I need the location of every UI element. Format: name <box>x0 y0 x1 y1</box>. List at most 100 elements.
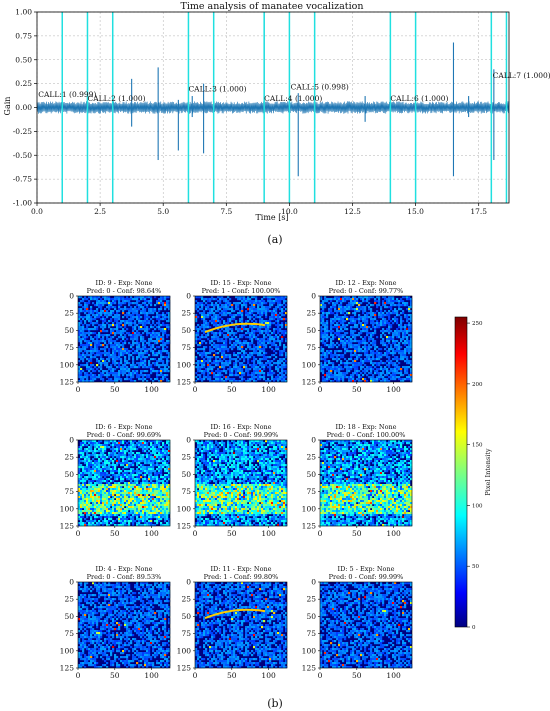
spectrogram-cell <box>90 310 93 313</box>
spectrogram-cell <box>364 346 367 349</box>
spectrogram-cell <box>336 330 339 333</box>
spectrogram-cell <box>332 312 335 315</box>
spectrogram-cell <box>146 446 149 449</box>
spectrogram-cell <box>150 452 153 455</box>
spectrogram-cell <box>92 352 95 355</box>
spectrogram-cell <box>78 466 81 469</box>
spectrogram-cell <box>378 354 381 357</box>
spectrogram-cell <box>144 362 147 365</box>
spectrogram-cell <box>162 304 165 307</box>
spectrogram-cell <box>148 450 151 453</box>
spectrogram-cell <box>130 482 133 485</box>
spectrogram-cell <box>82 328 85 331</box>
spectrogram-cell <box>259 322 262 325</box>
spectrogram-cell <box>102 490 105 493</box>
spectrogram-cell <box>104 444 107 447</box>
spectrogram-cell <box>386 340 389 343</box>
spectrogram-cell <box>259 364 262 367</box>
spectrogram-cell <box>201 330 204 333</box>
spectrogram-cell <box>354 334 357 337</box>
spectrogram-cell <box>84 380 87 383</box>
spectrogram-cell <box>138 348 141 351</box>
spectrogram-cell <box>259 352 262 355</box>
spectrogram-cell <box>342 310 345 313</box>
spectrogram-cell <box>104 466 107 469</box>
spectrogram-cell <box>362 338 365 341</box>
spectrogram-cell <box>112 330 115 333</box>
spectrogram-cell <box>118 306 121 309</box>
spectrogram-cell <box>148 446 151 449</box>
spectrogram-cell <box>94 346 97 349</box>
spectrogram-cell <box>348 358 351 361</box>
spectrogram-cell <box>150 482 153 485</box>
spectrogram-cell <box>267 338 270 341</box>
spectrogram-cell <box>164 486 167 489</box>
spectrogram-cell <box>124 306 127 309</box>
spectrogram-cell <box>116 310 119 313</box>
spectrogram-cell <box>158 336 161 339</box>
spectrogram-cell <box>275 348 278 351</box>
spectrogram-cell <box>82 378 85 381</box>
spectrogram-cell <box>350 338 353 341</box>
spectrogram-cell <box>158 328 161 331</box>
spectrogram-cell <box>100 482 103 485</box>
spectrogram-cell <box>132 446 135 449</box>
spectrogram-cell <box>166 452 169 455</box>
spectrogram-cell <box>96 312 99 315</box>
spectrogram-cell <box>160 374 163 377</box>
spectrogram-cell <box>80 472 83 475</box>
spectrogram-cell <box>265 320 268 323</box>
spectrogram-cell <box>100 300 103 303</box>
spectrogram-cell <box>386 378 389 381</box>
spectrogram-cell <box>235 360 238 363</box>
spectrogram-cell <box>271 342 274 345</box>
spectrogram-cell <box>261 364 264 367</box>
spectrogram-cell <box>241 304 244 307</box>
spectrogram-cell <box>116 492 119 495</box>
spectrogram-cell <box>106 314 109 317</box>
spectrogram-cell <box>98 484 101 487</box>
spectrogram-cell <box>402 358 405 361</box>
spectrogram-cell <box>247 368 250 371</box>
panel-title-pred: Pred: 0 - Conf: 98.64% <box>87 287 162 295</box>
spectrogram-cell <box>279 318 282 321</box>
spectrogram-cell <box>219 298 222 301</box>
spectrogram-cell <box>108 464 111 467</box>
spectrogram-cell <box>152 462 155 465</box>
spectrogram-cell <box>382 314 385 317</box>
spectrogram-cell <box>102 336 105 339</box>
spectrogram-cell <box>400 300 403 303</box>
spectrogram-cell <box>364 310 367 313</box>
spectrogram-cell <box>130 454 133 457</box>
spectrogram-cell <box>243 342 246 345</box>
spectrogram-cell <box>108 352 111 355</box>
spectrogram-cell <box>138 466 141 469</box>
spectrogram-cell <box>352 332 355 335</box>
spectrogram-cell <box>86 466 89 469</box>
spectrogram-cell <box>118 366 121 369</box>
spectrogram-cell <box>114 470 117 473</box>
spectrogram-cell <box>263 374 266 377</box>
spectrogram-cell <box>410 306 413 309</box>
spectrogram-cell <box>219 348 222 351</box>
spectrogram-cell <box>156 336 159 339</box>
spectrogram-cell <box>360 358 363 361</box>
spectrogram-cell <box>320 318 323 321</box>
spectrogram-cell <box>160 364 163 367</box>
spectrogram-cell <box>102 304 105 307</box>
spectrogram-cell <box>394 356 397 359</box>
spectrogram-cell <box>201 336 204 339</box>
spectrogram-cell <box>364 358 367 361</box>
spectrogram-cell <box>128 484 131 487</box>
spectrogram-cell <box>404 302 407 305</box>
spectrogram-cell <box>257 372 260 375</box>
spectrogram-cell <box>410 338 413 341</box>
spectrogram-cell <box>88 358 91 361</box>
spectrogram-cell <box>273 338 276 341</box>
spectrogram-cell <box>104 490 107 493</box>
y-tick-label: 1.00 <box>15 8 32 17</box>
spectrogram-cell <box>100 352 103 355</box>
spectrogram-cell <box>384 304 387 307</box>
spectrogram-cell <box>368 296 371 299</box>
